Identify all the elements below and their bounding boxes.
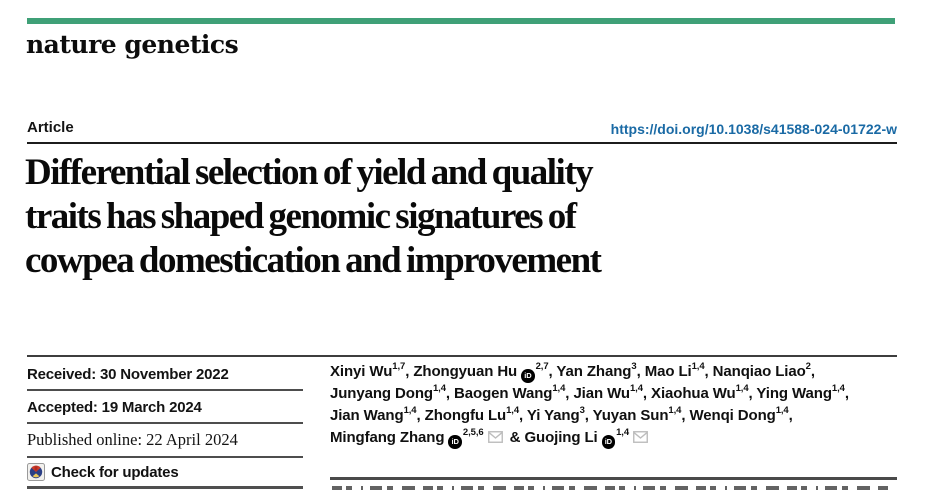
author-affiliation-superscript: 2,5,6	[462, 427, 484, 438]
doi-link[interactable]: https://doi.org/10.1038/s41588-024-01722…	[610, 121, 897, 137]
author-name: Nanqiao Liao	[712, 363, 806, 380]
orcid-icon[interactable]: iD	[601, 435, 616, 449]
author-name: Zhongyuan Hu	[413, 363, 518, 380]
author-affiliation-superscript: 1,4	[775, 405, 789, 416]
journal-accent-bar	[27, 18, 895, 24]
author-affiliation-superscript: 1,4	[506, 405, 520, 416]
crossmark-icon	[27, 463, 45, 481]
author-name: Junyang Dong	[330, 385, 433, 402]
journal-name: nature genetics	[26, 30, 239, 59]
paper-title: Differential selection of yield and qual…	[25, 151, 905, 283]
article-type-label: Article	[27, 119, 74, 136]
title-line-1: Differential selection of yield and qual…	[25, 152, 594, 193]
title-line-3: cowpea domestication and improvement	[25, 240, 602, 281]
header-divider	[27, 142, 897, 144]
author-name: Yan Zhang	[556, 363, 632, 380]
divider	[27, 389, 303, 391]
divider	[27, 422, 303, 424]
author-name: Jian Wu	[573, 385, 630, 402]
author-name: Xiaohua Wu	[651, 385, 736, 402]
author-affiliation-superscript: 1,4	[691, 361, 705, 372]
author-name: Mao Li	[644, 363, 692, 380]
author-name: Yi Yang	[526, 407, 580, 424]
orcid-icon[interactable]: iD	[448, 435, 462, 449]
title-line-2: traits has shaped genomic signatures of	[25, 196, 577, 237]
clipped-abstract-first-line	[332, 486, 892, 490]
author-affiliation-superscript: 3	[631, 361, 637, 372]
author-affiliation-superscript: 1,7	[392, 361, 406, 372]
author-affiliation-superscript: 1,4	[629, 383, 643, 394]
check-for-updates-button[interactable]: Check for updates	[27, 463, 179, 481]
divider	[27, 486, 303, 489]
author-name: Baogen Wang	[454, 385, 553, 402]
author-line: Junyang Dong1,4, Baogen Wang1,4, Jian Wu…	[330, 383, 849, 402]
author-name: Wenqi Dong	[689, 407, 776, 424]
author-name: Jian Wang	[330, 407, 404, 424]
divider	[27, 456, 303, 458]
accepted-date: Accepted: 19 March 2024	[27, 399, 202, 416]
email-icon[interactable]	[487, 428, 503, 450]
received-date: Received: 30 November 2022	[27, 366, 229, 383]
author-affiliation-superscript: 2	[805, 361, 811, 372]
author-affiliation-superscript: 1,4	[735, 383, 749, 394]
orcid-icon[interactable]: iD	[521, 369, 535, 383]
byline-top-divider	[27, 355, 897, 357]
author-name: Guojing Li	[524, 429, 598, 446]
author-affiliation-superscript: 3	[579, 405, 585, 416]
author-name: Yuyan Sun	[592, 407, 669, 424]
check-for-updates-label: Check for updates	[51, 463, 179, 481]
author-line: Xinyi Wu1,7, Zhongyuan Hu iD2,7, Yan Zhan…	[330, 361, 900, 383]
author-affiliation-superscript: 2,7	[535, 361, 549, 372]
author-affiliation-superscript: 1,4	[552, 383, 566, 394]
author-name: Xinyi Wu	[330, 363, 393, 380]
author-affiliation-superscript: 1,4	[831, 383, 845, 394]
author-name: Zhongfu Lu	[424, 407, 507, 424]
author-line: Jian Wang1,4, Zhongfu Lu1,4, Yi Yang3, Y…	[330, 405, 793, 424]
author-name: Mingfang Zhang	[330, 429, 445, 446]
author-affiliation-superscript: 1,4	[668, 405, 682, 416]
author-affiliation-superscript: 1,4	[432, 383, 446, 394]
author-name: Ying Wang	[756, 385, 832, 402]
abstract-top-divider	[330, 477, 897, 480]
author-affiliation-superscript: 1,4	[403, 405, 417, 416]
email-icon[interactable]	[633, 428, 648, 450]
author-line: Mingfang Zhang iD2,5,6 & Guojing Li iD1,4	[330, 427, 900, 450]
author-affiliation-superscript: 1,4	[616, 427, 630, 438]
author-list: Xinyi Wu1,7, Zhongyuan Hu iD2,7, Yan Zhan…	[330, 361, 900, 450]
published-date: Published online: 22 April 2024	[27, 430, 238, 449]
